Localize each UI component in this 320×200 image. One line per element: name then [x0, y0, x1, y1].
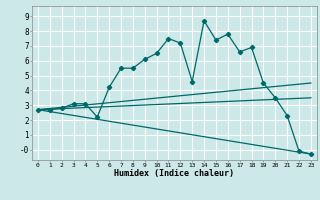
X-axis label: Humidex (Indice chaleur): Humidex (Indice chaleur): [115, 169, 234, 178]
